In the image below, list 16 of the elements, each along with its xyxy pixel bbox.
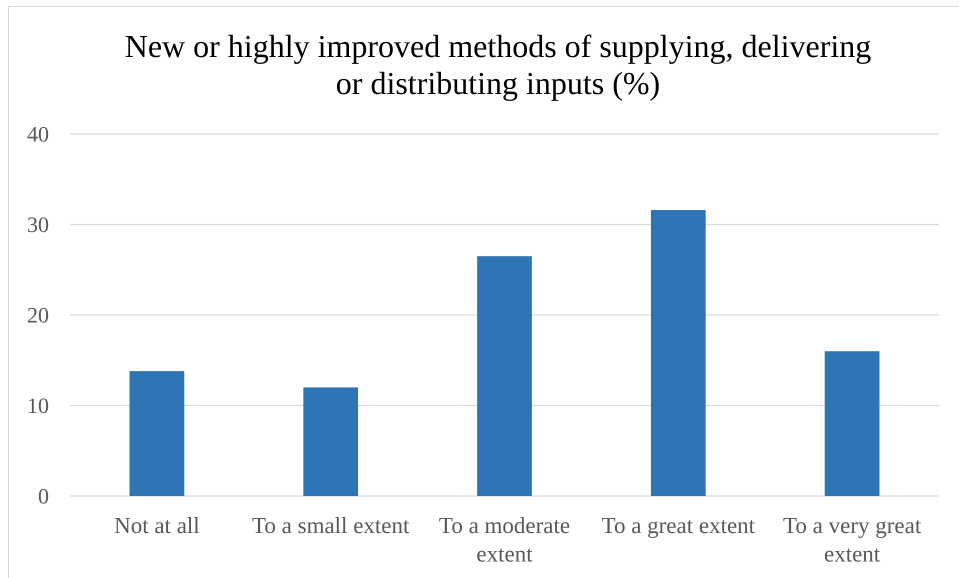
y-tick-label: 10 bbox=[27, 393, 49, 418]
x-tick-label: To a great extent bbox=[602, 513, 756, 538]
y-tick-label: 0 bbox=[38, 484, 49, 509]
x-tick-label: To a small extent bbox=[252, 513, 410, 538]
y-tick-label: 30 bbox=[27, 212, 49, 238]
x-tick-label: To a very great extent bbox=[782, 513, 922, 566]
y-tick-label: 20 bbox=[27, 302, 49, 328]
x-tick-label: To a moderate extent bbox=[438, 513, 570, 566]
chart-title: New or highly improved methods of supplying, delivering or distributing inputs (%) bbox=[124, 28, 872, 101]
bar bbox=[650, 210, 706, 496]
bar bbox=[477, 256, 532, 496]
y-tick-label: 40 bbox=[27, 122, 49, 147]
x-tick-label: Not at all bbox=[114, 513, 200, 538]
bar bbox=[130, 371, 184, 496]
bar bbox=[303, 387, 358, 496]
bar bbox=[824, 351, 880, 496]
